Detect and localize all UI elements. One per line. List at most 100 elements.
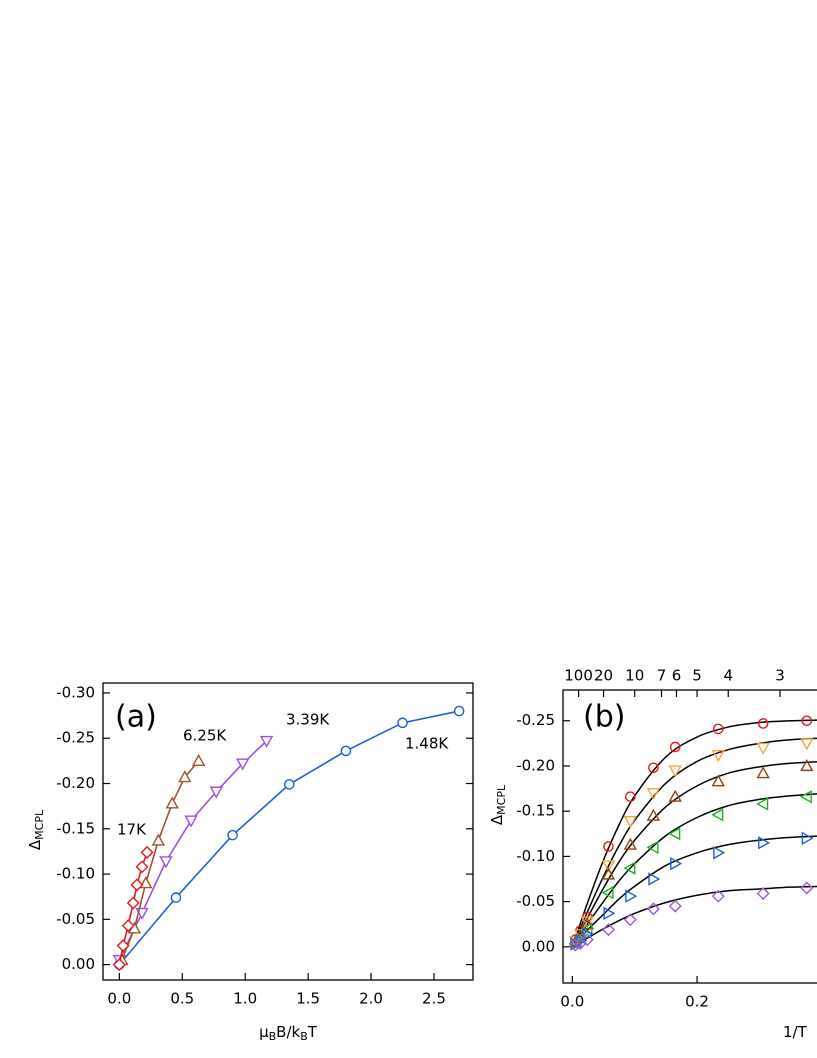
marker [580,916,595,929]
marker [159,856,173,869]
fit-curve [571,761,817,948]
marker [582,927,595,941]
marker [712,723,724,735]
marker [625,889,638,903]
plot-area [568,715,817,952]
y-tick-label: -0.20 [56,774,95,792]
x-tick-label: 2.0 [359,990,383,1008]
x-axis-label: μBB/kBT [259,1023,318,1044]
y-tick-label: -0.25 [56,729,95,747]
fit-curve [571,737,817,948]
fit-curve [571,885,817,948]
marker [711,889,725,903]
marker [623,861,636,875]
marker [573,931,586,945]
marker [756,886,770,900]
y-tick-label: -0.30 [56,683,95,701]
marker [170,892,182,903]
x2-tick-label: 6 [672,667,682,685]
y-axis-label-part: Δ [488,814,506,825]
plot-frame [102,682,474,981]
x-tick-label: 0.0 [560,993,584,1011]
y-axis-label: ΔMCPL [26,809,47,850]
marker [603,906,616,921]
panel: -0.25 -0.20 -0.15 -0.10 -0.05 0.00 0.0 0.2 100 20… [488,667,817,1041]
marker [184,815,198,828]
marker [711,774,725,787]
marker [397,717,408,729]
marker [646,840,659,855]
marker [800,738,814,751]
marker [648,762,659,774]
marker [758,836,771,850]
marker [713,846,726,860]
marker [340,745,352,757]
panel-label: (b) [583,700,625,735]
marker [151,833,166,846]
y-tick-label: -0.15 [56,819,95,837]
fit-curve [571,719,817,948]
marker [121,919,135,933]
marker [236,758,250,771]
marker [800,759,814,772]
x-axis-label: 1/T [783,1023,808,1041]
y-tick-label: -0.10 [56,865,95,883]
marker [191,753,206,766]
marker [801,715,813,727]
marker [601,885,614,900]
marker [623,913,637,927]
x2-tick-label: 10 [625,667,644,685]
marker [623,816,638,829]
marker [568,938,582,952]
x2-tick-label: 7 [657,667,667,685]
marker [453,705,465,717]
marker [130,878,144,892]
fit-curve [571,793,817,948]
marker [112,958,126,972]
marker [801,831,814,845]
x-axis-label-part: B [269,1030,277,1043]
marker [227,829,238,841]
marker [646,902,660,916]
y-tick-label: -0.15 [516,802,555,820]
y-tick-label: -0.20 [516,756,555,774]
x2-tick-label: 20 [594,667,613,685]
y-axis-label-part: MCPL [495,784,508,815]
y-tick-label: -0.25 [516,711,555,729]
marker [756,797,769,811]
marker [646,808,661,821]
panel-label: (a) [115,700,157,735]
marker [756,742,770,755]
x-tick-label: 2.5 [422,990,446,1008]
marker [648,872,661,886]
x-axis-label-part: B/k [276,1023,300,1041]
marker [757,718,769,729]
y-axis-label-part: Δ [26,839,44,850]
x-tick-label: 1.0 [233,990,257,1008]
marker [283,779,295,790]
series-annotation: 1.48K [405,735,449,753]
marker [799,790,812,804]
marker [603,841,614,852]
y-tick-label: -0.05 [516,892,555,910]
marker [602,923,616,937]
marker [601,860,616,873]
series-annotation: 3.39K [286,711,330,729]
y-axis-label: ΔMCPL [488,784,509,825]
marker [670,856,683,871]
marker [756,766,770,779]
y-tick-label: -0.10 [516,847,555,865]
marker [259,735,274,748]
marker [209,786,223,799]
x2-tick-label: 4 [723,667,733,685]
marker [580,933,594,947]
x-tick-label: 1.5 [296,990,320,1008]
y-tick-label: 0.00 [62,955,95,973]
x-tick-label: 0.0 [107,990,131,1008]
marker [165,796,179,809]
marker [646,787,661,801]
x-axis-label-part: T [307,1023,318,1041]
x-tick-label: 0.2 [685,993,709,1011]
marker [126,896,140,910]
